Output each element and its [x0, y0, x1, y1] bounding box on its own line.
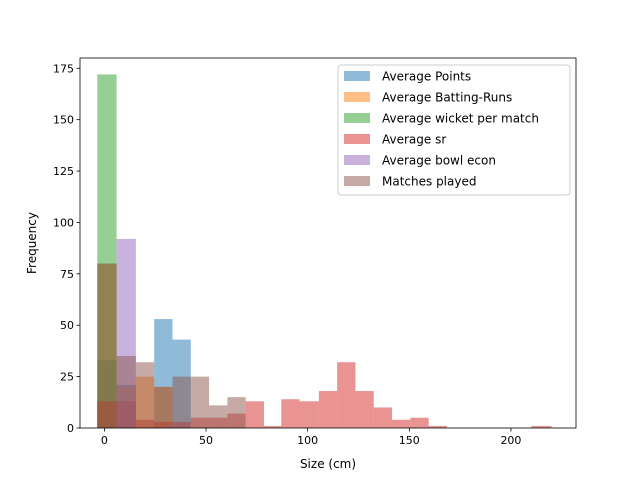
histogram-bar: [281, 399, 300, 428]
histogram-bar: [190, 376, 210, 428]
y-tick-label: 100: [53, 216, 74, 229]
histogram-bar: [135, 362, 155, 428]
histogram-bar: [337, 362, 356, 428]
histogram-bar: [428, 425, 447, 428]
x-tick-label: 200: [500, 434, 521, 447]
y-tick-label: 50: [60, 319, 74, 332]
x-axis: 0 50 100 150 200: [101, 428, 521, 447]
histogram-bar: [392, 419, 411, 428]
legend-swatch: [344, 113, 370, 123]
y-axis-label: Frequency: [25, 212, 39, 274]
x-tick-label: 100: [297, 434, 318, 447]
histogram-bar: [531, 425, 552, 428]
series-5: [97, 263, 246, 428]
histogram-bar: [355, 391, 374, 428]
y-tick-label: 125: [53, 165, 74, 178]
legend-box: [337, 64, 571, 196]
legend-label: Average bowl econ: [382, 154, 496, 168]
y-tick-label: 25: [60, 371, 74, 384]
legend-swatch: [344, 155, 370, 165]
y-tick-label: 150: [53, 114, 74, 127]
legend: Average Points Average Batting-Runs Averag…: [337, 64, 571, 196]
y-tick-label: 75: [60, 268, 74, 281]
legend-label: Matches played: [382, 175, 476, 189]
histogram-bar: [154, 386, 173, 428]
x-tick-label: 50: [199, 434, 213, 447]
legend-label: Average Points: [382, 70, 471, 84]
y-axis: 0 25 50 75 100 125 150 175: [53, 62, 80, 435]
histogram-bar: [299, 401, 319, 428]
x-tick-label: 150: [399, 434, 420, 447]
legend-swatch: [344, 176, 370, 186]
histogram-bar: [410, 417, 429, 428]
legend-label: Average wicket per match: [382, 112, 539, 126]
histogram-bar: [318, 391, 338, 428]
histogram-bar: [172, 376, 191, 428]
histogram-bar: [116, 356, 136, 428]
histogram-bar: [97, 263, 117, 428]
legend-label: Average sr: [382, 133, 446, 147]
legend-swatch: [344, 92, 370, 102]
x-axis-label: Size (cm): [300, 457, 356, 471]
y-tick-label: 175: [53, 62, 74, 75]
legend-label: Average Batting-Runs: [382, 91, 512, 105]
legend-swatch: [344, 71, 370, 81]
histogram-bar: [245, 401, 264, 428]
histogram-bar: [263, 425, 282, 428]
x-tick-label: 0: [101, 434, 108, 447]
histogram-bar: [227, 397, 246, 428]
plot-frame: [79, 57, 577, 429]
y-tick-label: 0: [67, 422, 74, 435]
histogram-bar: [373, 407, 393, 428]
histogram-bar: [209, 405, 228, 428]
legend-swatch: [344, 134, 370, 144]
bars-layer: [97, 74, 552, 428]
